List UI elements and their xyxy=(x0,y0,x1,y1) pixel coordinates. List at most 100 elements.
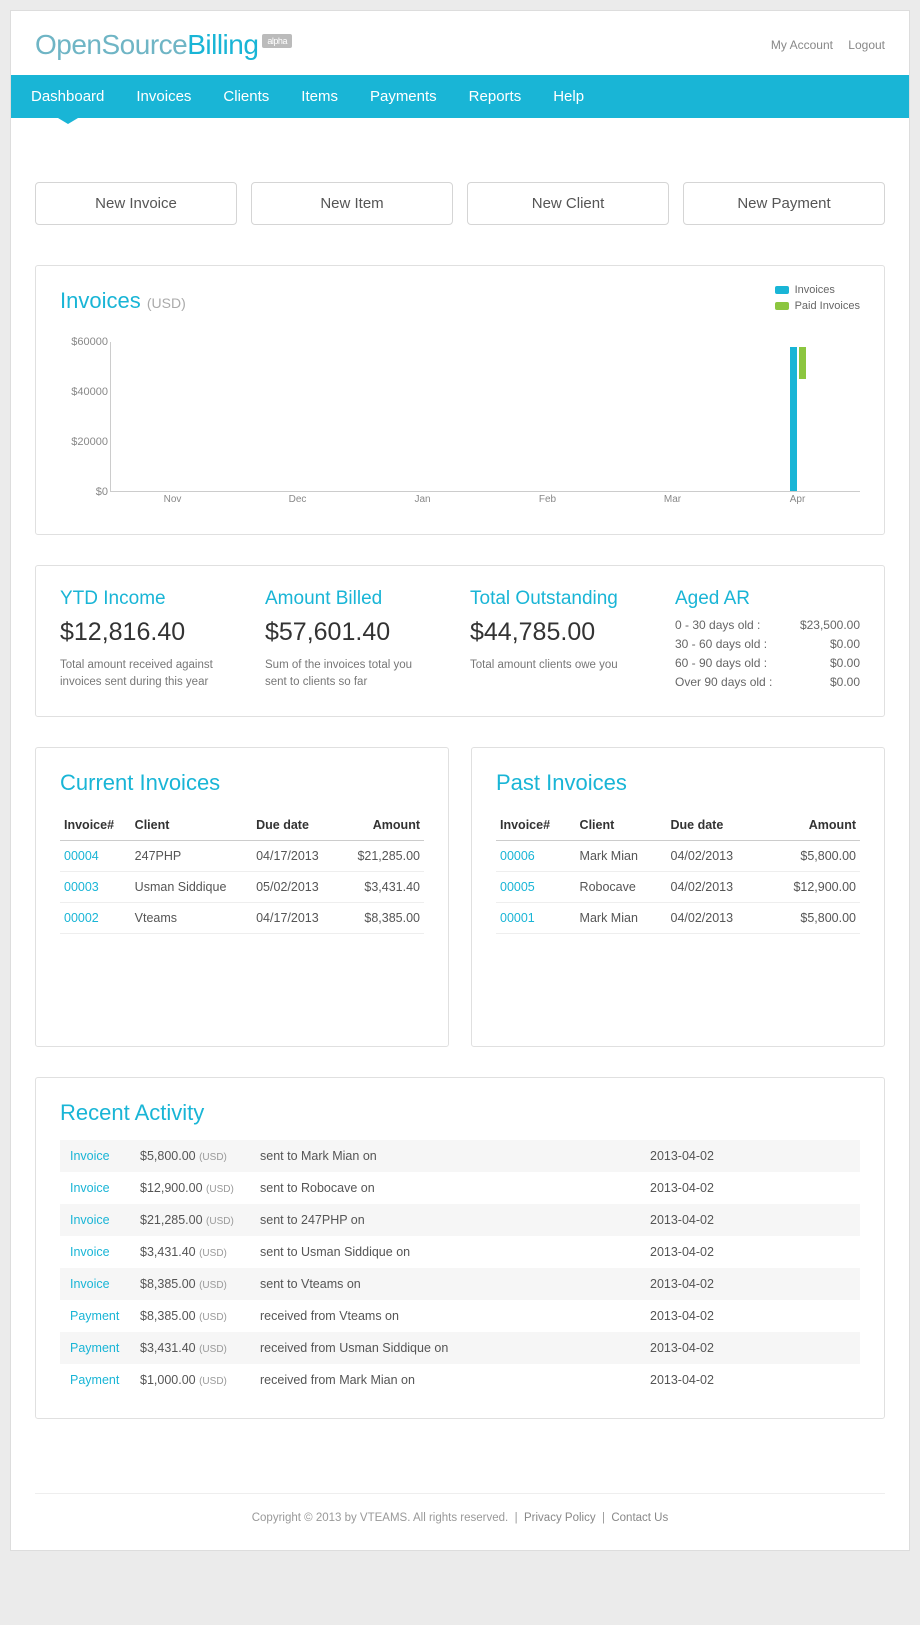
panel-title: Current Invoices xyxy=(60,770,424,796)
activity-list: Invoice$5,800.00 (USD)sent to Mark Mian … xyxy=(60,1140,860,1396)
col-header: Client xyxy=(576,810,667,841)
logo: OpenSourceBillingalpha xyxy=(35,29,292,61)
stat-ytd: YTD Income $12,816.40 Total amount recei… xyxy=(60,588,245,694)
activity-type-link[interactable]: Payment xyxy=(70,1309,140,1323)
col-header: Due date xyxy=(667,810,764,841)
new-payment-button[interactable]: New Payment xyxy=(683,182,885,225)
aged-value: $23,500.00 xyxy=(800,618,860,632)
stat-title: Aged AR xyxy=(675,588,860,610)
invoice-link[interactable]: 00006 xyxy=(500,849,535,863)
my-account-link[interactable]: My Account xyxy=(771,38,833,52)
invoice-link[interactable]: 00001 xyxy=(500,911,535,925)
aged-row: 30 - 60 days old :$0.00 xyxy=(675,637,860,651)
quick-actions: New Invoice New Item New Client New Payment xyxy=(35,182,885,225)
activity-type-link[interactable]: Invoice xyxy=(70,1213,140,1227)
bar xyxy=(790,347,797,491)
table-row: 00001Mark Mian04/02/2013$5,800.00 xyxy=(496,903,860,934)
col-header: Due date xyxy=(252,810,338,841)
client-cell: Usman Siddique xyxy=(131,872,252,903)
new-invoice-button[interactable]: New Invoice xyxy=(35,182,237,225)
contact-link[interactable]: Contact Us xyxy=(611,1512,668,1524)
chart-title-text: Invoices xyxy=(60,288,141,313)
activity-msg: sent to 247PHP on xyxy=(260,1213,650,1227)
activity-msg: sent to Usman Siddique on xyxy=(260,1245,650,1259)
stat-value: $12,816.40 xyxy=(60,618,245,647)
nav-invoices[interactable]: Invoices xyxy=(120,75,207,118)
activity-row: Payment$3,431.40 (USD)received from Usma… xyxy=(60,1332,860,1364)
activity-type-link[interactable]: Payment xyxy=(70,1373,140,1387)
aged-row: 60 - 90 days old :$0.00 xyxy=(675,656,860,670)
nav-reports[interactable]: Reports xyxy=(453,75,538,118)
table-row: 00003Usman Siddique05/02/2013$3,431.40 xyxy=(60,872,424,903)
nav-clients[interactable]: Clients xyxy=(207,75,285,118)
activity-msg: received from Mark Mian on xyxy=(260,1373,650,1387)
header: OpenSourceBillingalpha My Account Logout xyxy=(11,11,909,75)
new-client-button[interactable]: New Client xyxy=(467,182,669,225)
panel-title: Recent Activity xyxy=(60,1100,860,1126)
activity-row: Invoice$12,900.00 (USD)sent to Robocave … xyxy=(60,1172,860,1204)
amount-cell: $12,900.00 xyxy=(763,872,860,903)
col-header: Invoice# xyxy=(60,810,131,841)
activity-msg: received from Usman Siddique on xyxy=(260,1341,650,1355)
client-cell: 247PHP xyxy=(131,841,252,872)
activity-date: 2013-04-02 xyxy=(650,1149,850,1163)
stat-outstanding: Total Outstanding $44,785.00 Total amoun… xyxy=(470,588,655,694)
activity-type-link[interactable]: Invoice xyxy=(70,1277,140,1291)
invoice-link[interactable]: 00005 xyxy=(500,880,535,894)
nav-help[interactable]: Help xyxy=(537,75,600,118)
activity-date: 2013-04-02 xyxy=(650,1309,850,1323)
client-cell: Mark Mian xyxy=(576,841,667,872)
activity-amount: $3,431.40 (USD) xyxy=(140,1341,260,1355)
nav-dashboard[interactable]: Dashboard xyxy=(15,75,120,118)
copyright: Copyright © 2013 by VTEAMS. All rights r… xyxy=(252,1512,508,1524)
stat-desc: Total amount clients owe you xyxy=(470,657,640,674)
amount-cell: $5,800.00 xyxy=(763,841,860,872)
legend-swatch xyxy=(775,286,789,294)
activity-amount: $21,285.00 (USD) xyxy=(140,1213,260,1227)
current-invoices-panel: Current Invoices Invoice#ClientDue dateA… xyxy=(35,747,449,1047)
stats-panel: YTD Income $12,816.40 Total amount recei… xyxy=(35,565,885,717)
activity-date: 2013-04-02 xyxy=(650,1213,850,1227)
footer: Copyright © 2013 by VTEAMS. All rights r… xyxy=(35,1493,885,1550)
main-nav: DashboardInvoicesClientsItemsPaymentsRep… xyxy=(11,75,909,118)
activity-amount: $12,900.00 (USD) xyxy=(140,1181,260,1195)
activity-type-link[interactable]: Invoice xyxy=(70,1245,140,1259)
new-item-button[interactable]: New Item xyxy=(251,182,453,225)
aged-label: 0 - 30 days old : xyxy=(675,618,760,632)
invoice-link[interactable]: 00002 xyxy=(64,911,99,925)
activity-type-link[interactable]: Invoice xyxy=(70,1149,140,1163)
activity-msg: sent to Mark Mian on xyxy=(260,1149,650,1163)
x-tick: Nov xyxy=(110,494,235,512)
x-tick: Jan xyxy=(360,494,485,512)
chart-currency: (USD) xyxy=(147,295,186,311)
privacy-link[interactable]: Privacy Policy xyxy=(524,1512,596,1524)
chart-y-axis: $0$20000$40000$60000 xyxy=(60,342,108,492)
activity-row: Invoice$5,800.00 (USD)sent to Mark Mian … xyxy=(60,1140,860,1172)
activity-row: Invoice$3,431.40 (USD)sent to Usman Sidd… xyxy=(60,1236,860,1268)
col-header: Invoice# xyxy=(496,810,576,841)
activity-msg: sent to Vteams on xyxy=(260,1277,650,1291)
x-tick: Mar xyxy=(610,494,735,512)
due-cell: 04/02/2013 xyxy=(667,872,764,903)
activity-type-link[interactable]: Invoice xyxy=(70,1181,140,1195)
invoice-link[interactable]: 00003 xyxy=(64,880,99,894)
x-tick: Dec xyxy=(235,494,360,512)
current-invoices-table: Invoice#ClientDue dateAmount 00004247PHP… xyxy=(60,810,424,934)
activity-type-link[interactable]: Payment xyxy=(70,1341,140,1355)
logout-link[interactable]: Logout xyxy=(848,38,885,52)
invoice-link[interactable]: 00004 xyxy=(64,849,99,863)
aged-label: Over 90 days old : xyxy=(675,675,772,689)
aged-value: $0.00 xyxy=(830,675,860,689)
invoices-chart-panel: Invoices (USD) InvoicesPaid Invoices $0$… xyxy=(35,265,885,535)
x-tick: Apr xyxy=(735,494,860,512)
nav-items[interactable]: Items xyxy=(285,75,354,118)
activity-msg: sent to Robocave on xyxy=(260,1181,650,1195)
stat-billed: Amount Billed $57,601.40 Sum of the invo… xyxy=(265,588,450,694)
activity-row: Payment$8,385.00 (USD)received from Vtea… xyxy=(60,1300,860,1332)
activity-msg: received from Vteams on xyxy=(260,1309,650,1323)
client-cell: Mark Mian xyxy=(576,903,667,934)
nav-payments[interactable]: Payments xyxy=(354,75,453,118)
stat-desc: Total amount received against invoices s… xyxy=(60,657,230,692)
logo-part2: Billing xyxy=(187,29,258,60)
activity-amount: $5,800.00 (USD) xyxy=(140,1149,260,1163)
